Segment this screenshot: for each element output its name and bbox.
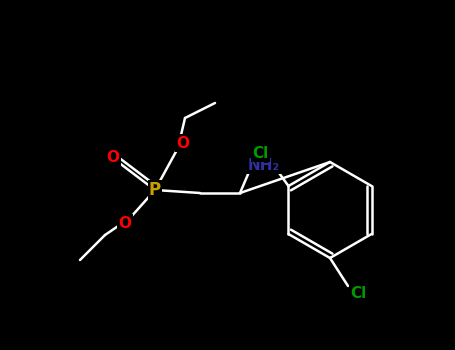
Text: O: O bbox=[177, 135, 189, 150]
Text: O: O bbox=[106, 149, 120, 164]
Text: O: O bbox=[118, 216, 131, 231]
Text: Cl: Cl bbox=[253, 146, 268, 161]
Text: NH₂: NH₂ bbox=[248, 158, 280, 173]
Text: Cl: Cl bbox=[350, 287, 366, 301]
Text: P: P bbox=[149, 181, 161, 199]
